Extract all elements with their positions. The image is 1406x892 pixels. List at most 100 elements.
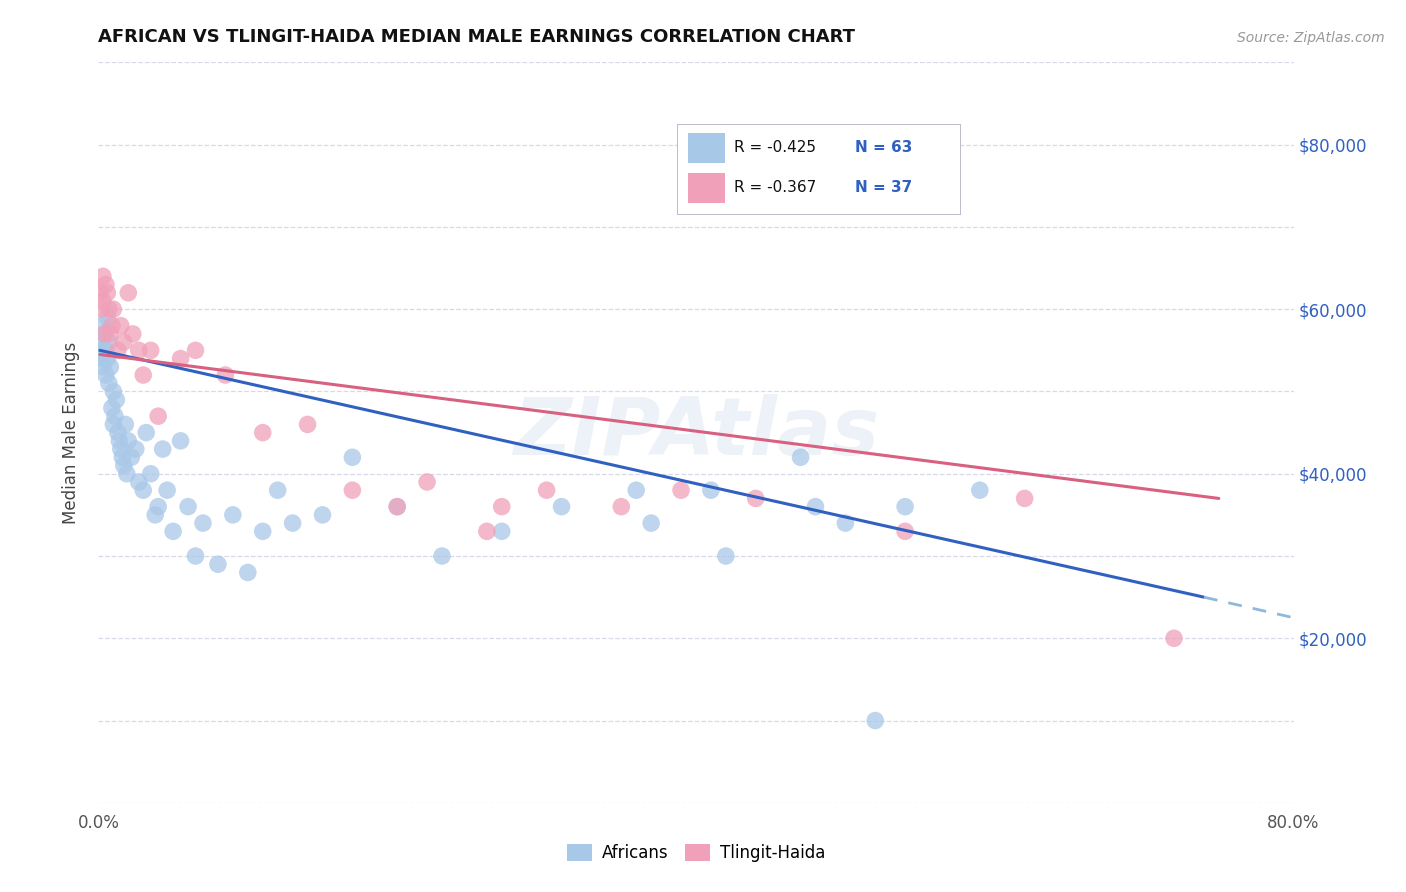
Point <box>111 450 134 465</box>
Text: AFRICAN VS TLINGIT-HAIDA MEDIAN MALE EARNINGS CORRELATION CHART: AFRICAN VS TLINGIT-HAIDA MEDIAN MALE EAR… <box>98 28 855 45</box>
Point <box>700 483 723 498</box>
Point <box>342 450 364 465</box>
Point <box>132 483 155 498</box>
Point <box>169 351 191 366</box>
Point <box>745 491 768 506</box>
Point <box>475 524 498 539</box>
Point <box>94 343 117 358</box>
Text: ZIPAtlas: ZIPAtlas <box>513 393 879 472</box>
FancyBboxPatch shape <box>689 173 725 202</box>
Text: N = 63: N = 63 <box>855 140 912 155</box>
Point <box>385 500 409 514</box>
Point <box>103 417 125 432</box>
Point <box>107 343 129 358</box>
Point <box>714 549 737 563</box>
Point <box>103 302 125 317</box>
Point <box>128 343 150 358</box>
Point <box>342 483 364 498</box>
Point <box>91 293 114 308</box>
Point <box>91 318 114 333</box>
Point <box>550 500 572 514</box>
Point <box>1014 491 1036 506</box>
Point <box>101 318 124 333</box>
Point <box>128 475 150 489</box>
Point <box>107 425 129 440</box>
Point <box>267 483 290 498</box>
Point <box>91 359 114 374</box>
Point <box>191 516 214 530</box>
Point <box>115 467 138 481</box>
Point <box>108 434 131 448</box>
Point <box>90 343 112 358</box>
Point <box>139 467 162 481</box>
Point <box>94 277 117 292</box>
Point <box>430 549 453 563</box>
Point <box>110 442 132 456</box>
Point <box>669 483 692 498</box>
Point <box>97 302 120 317</box>
Point <box>117 285 139 300</box>
Point <box>125 442 148 456</box>
Text: Source: ZipAtlas.com: Source: ZipAtlas.com <box>1237 31 1385 45</box>
Point <box>139 343 162 358</box>
Point <box>96 310 118 325</box>
Point <box>112 335 135 350</box>
Point <box>207 558 229 572</box>
Point <box>89 285 111 300</box>
Point <box>789 450 811 465</box>
Point <box>96 285 118 300</box>
Point <box>834 516 856 530</box>
Point <box>143 508 166 522</box>
Point <box>132 368 155 382</box>
Point <box>103 384 125 399</box>
Point <box>112 458 135 473</box>
Point <box>98 326 122 341</box>
Legend: Africans, Tlingit-Haida: Africans, Tlingit-Haida <box>560 837 832 869</box>
Text: R = -0.425: R = -0.425 <box>734 140 815 155</box>
Point <box>252 425 274 440</box>
Point <box>894 524 917 539</box>
Point <box>297 417 319 432</box>
FancyBboxPatch shape <box>689 133 725 162</box>
Point <box>114 417 136 432</box>
Point <box>117 434 139 448</box>
Point <box>135 425 157 440</box>
Point <box>640 516 662 530</box>
Point <box>626 483 648 498</box>
Point <box>93 326 115 341</box>
Point <box>184 549 207 563</box>
Text: N = 37: N = 37 <box>855 180 912 195</box>
Point <box>162 524 184 539</box>
Point <box>536 483 558 498</box>
Point <box>865 714 887 728</box>
Point <box>94 368 117 382</box>
Point <box>416 475 439 489</box>
Point <box>184 343 207 358</box>
Point <box>156 483 179 498</box>
Point <box>120 450 142 465</box>
Point <box>93 326 115 341</box>
Point <box>214 368 236 382</box>
Point <box>177 500 200 514</box>
Text: R = -0.367: R = -0.367 <box>734 180 815 195</box>
Point <box>236 566 259 580</box>
Point <box>804 500 827 514</box>
Point <box>894 500 917 514</box>
Point <box>105 392 128 407</box>
Point <box>148 500 170 514</box>
Point <box>491 524 513 539</box>
Point <box>281 516 304 530</box>
Point <box>97 376 120 391</box>
Point <box>104 409 127 424</box>
Point <box>311 508 333 522</box>
Point <box>97 335 120 350</box>
Point <box>252 524 274 539</box>
Point <box>101 401 124 415</box>
Point <box>385 500 409 514</box>
Point <box>90 302 112 317</box>
Point <box>1163 632 1185 646</box>
Point <box>610 500 633 514</box>
Point <box>148 409 170 424</box>
Point <box>96 351 118 366</box>
Point <box>969 483 991 498</box>
